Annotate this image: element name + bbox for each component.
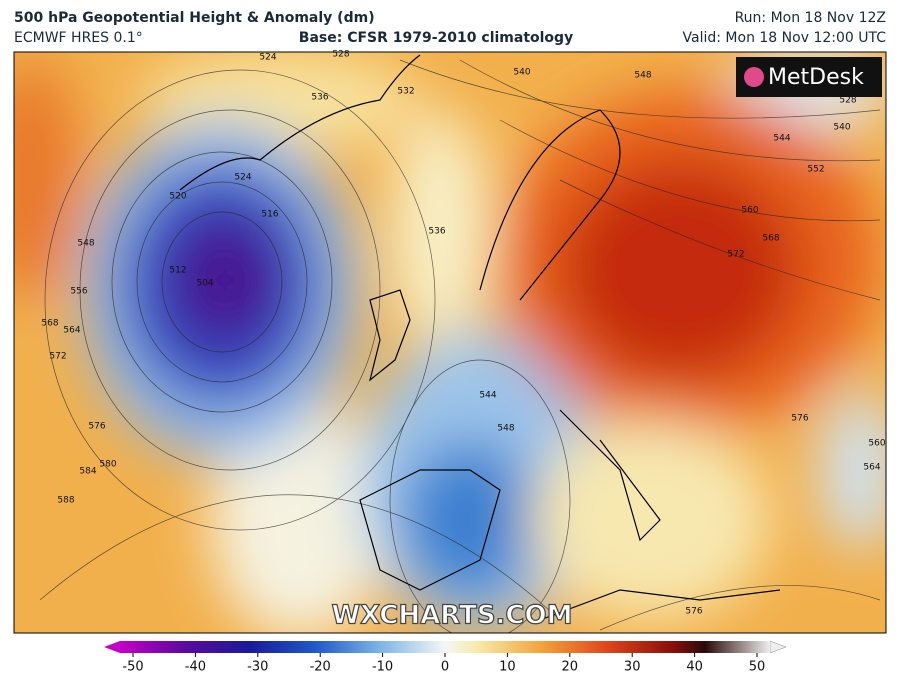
colorbar-high-arrow bbox=[769, 640, 787, 654]
colorbar-ramp bbox=[120, 641, 770, 653]
contour-label: 548 bbox=[77, 239, 94, 249]
contour-label: 504 bbox=[196, 279, 213, 289]
contour-label: 564 bbox=[863, 463, 880, 473]
colorbar-tick-label: -20 bbox=[310, 660, 331, 675]
base: Base: CFSR 1979-2010 climatology bbox=[299, 30, 573, 46]
contour-label: 548 bbox=[634, 71, 651, 81]
colorbar-tick-label: -40 bbox=[185, 660, 206, 675]
contour-label: 572 bbox=[727, 250, 744, 260]
contour-label: 584 bbox=[79, 467, 96, 477]
colorbar-low-arrow bbox=[104, 641, 120, 653]
run: Run: Mon 18 Nov 12Z bbox=[735, 10, 886, 26]
contour-label: 524 bbox=[234, 173, 251, 183]
contour-label: 548 bbox=[497, 424, 514, 434]
contour-label: 576 bbox=[791, 414, 808, 424]
model: ECMWF HRES 0.1° bbox=[14, 30, 143, 46]
contour-label: 576 bbox=[685, 607, 702, 617]
contour-label: 556 bbox=[70, 287, 87, 297]
colorbar: -50 -40 -30 -20 -10 0 10 20 30 40 50 bbox=[104, 640, 787, 675]
contour-label: 528 bbox=[332, 50, 349, 60]
contour-label: 564 bbox=[63, 326, 80, 336]
colorbar-tick-label: 0 bbox=[441, 660, 449, 675]
valid: Valid: Mon 18 Nov 12:00 UTC bbox=[683, 30, 887, 46]
contour-label: 588 bbox=[57, 496, 74, 506]
contour-label: 524 bbox=[259, 53, 276, 63]
logo-icon bbox=[744, 67, 764, 87]
contour-label: 576 bbox=[88, 422, 105, 432]
colorbar-tick-label: 40 bbox=[686, 660, 703, 675]
logo: MetDesk bbox=[768, 65, 864, 90]
contour-label: 516 bbox=[261, 210, 278, 220]
contour-label: 544 bbox=[479, 391, 496, 401]
contour-label: 568 bbox=[41, 319, 58, 329]
contour-label: 540 bbox=[833, 123, 850, 133]
colorbar-tick-label: -50 bbox=[122, 660, 143, 675]
colorbar-tick-label: 10 bbox=[499, 660, 516, 675]
colorbar-tick-label: 30 bbox=[624, 660, 641, 675]
colorbar-tick-label: 20 bbox=[562, 660, 579, 675]
contour-label: 552 bbox=[807, 165, 824, 175]
map bbox=[14, 52, 886, 633]
contour-label: 568 bbox=[762, 234, 779, 244]
contour-label: 580 bbox=[99, 460, 116, 470]
watermark: WXCHARTS.COM bbox=[331, 601, 572, 631]
contour-label: 536 bbox=[428, 227, 445, 237]
contour-label: 540 bbox=[513, 68, 530, 78]
contour-label: 544 bbox=[773, 134, 790, 144]
contour-label: 512 bbox=[169, 266, 186, 276]
map-frame bbox=[13, 51, 887, 634]
colorbar-tick-label: 50 bbox=[749, 660, 766, 675]
colorbar-tick-label: -30 bbox=[247, 660, 268, 675]
contour-label: 560 bbox=[868, 439, 885, 449]
contour-label: 572 bbox=[49, 352, 66, 362]
contour-label: 532 bbox=[397, 87, 414, 97]
contour-label: 520 bbox=[169, 192, 186, 202]
contour-label: 528 bbox=[839, 96, 856, 106]
contour-label: 560 bbox=[741, 206, 758, 216]
contour-label: 536 bbox=[311, 93, 328, 103]
title: 500 hPa Geopotential Height & Anomaly (d… bbox=[14, 10, 375, 26]
colorbar-tick-label: -10 bbox=[372, 660, 393, 675]
